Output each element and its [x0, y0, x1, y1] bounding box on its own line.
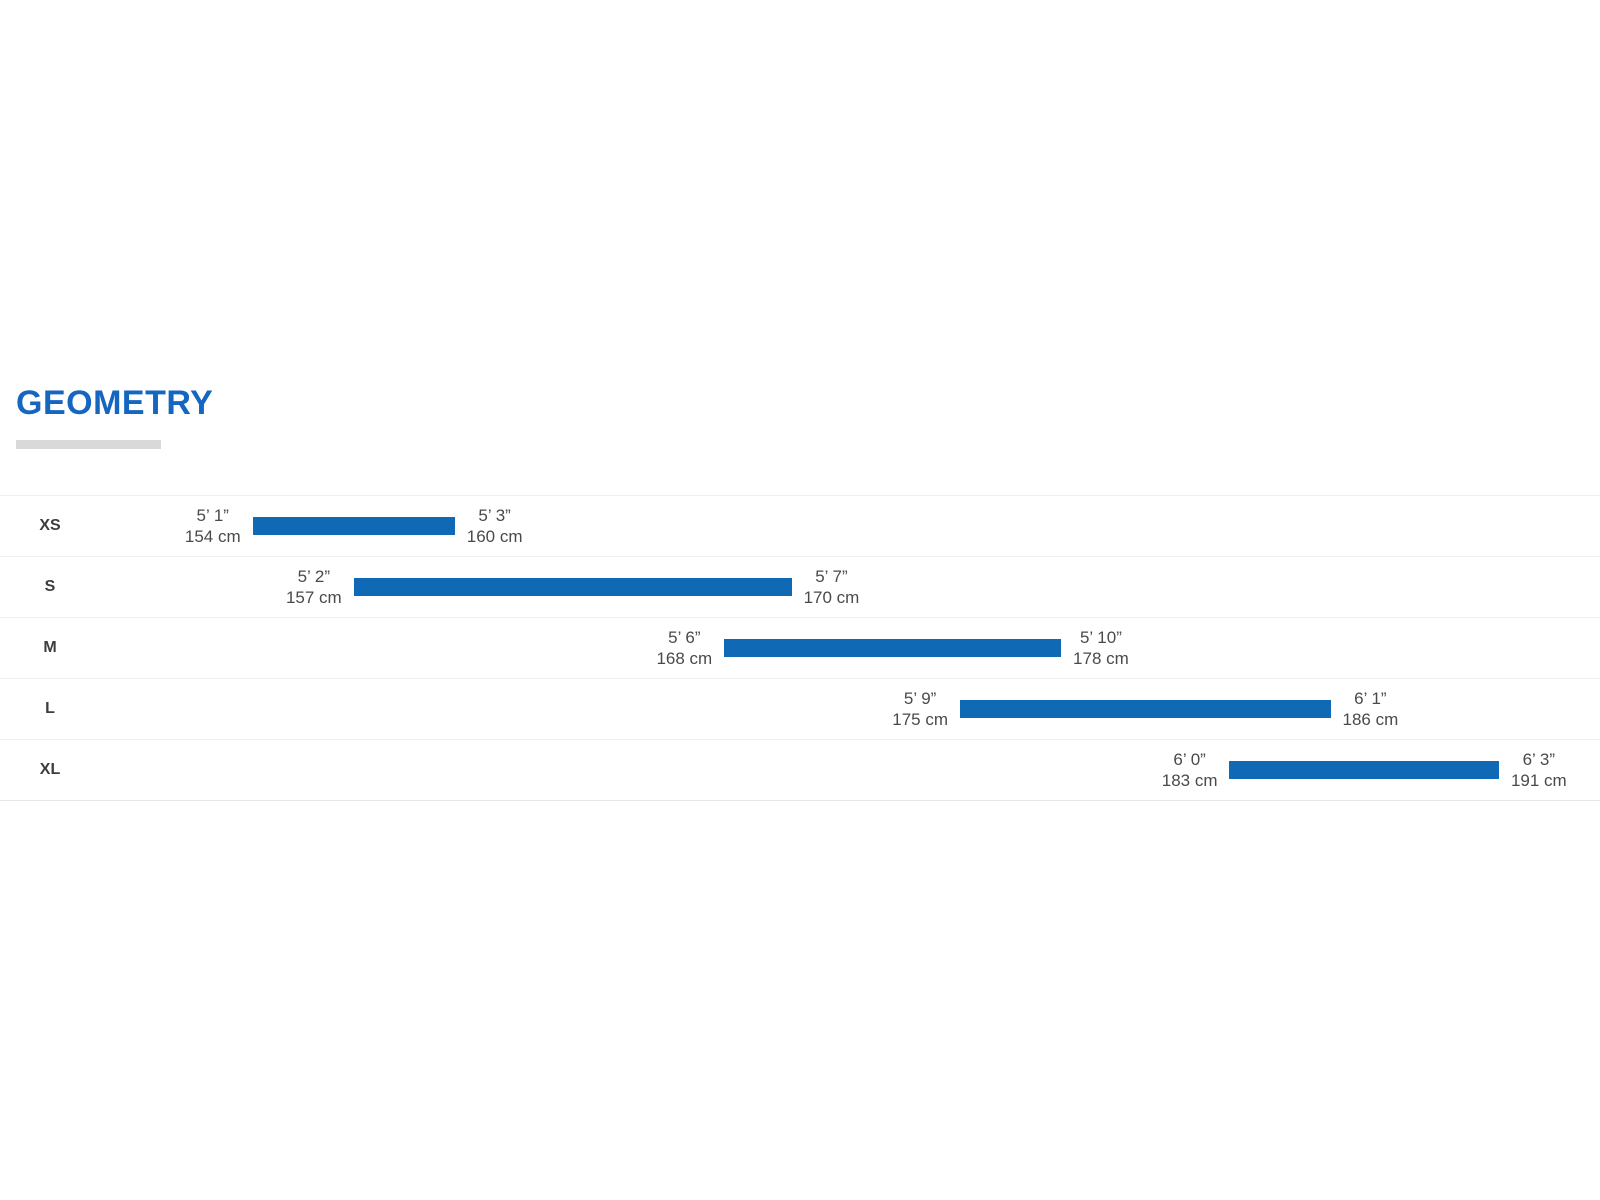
title-underline: [16, 440, 161, 449]
max-height-label: 5’ 7” 170 cm: [804, 566, 860, 608]
max-height-label: 6’ 1” 186 cm: [1343, 688, 1399, 730]
min-height-ftin: 5’ 9”: [903, 689, 937, 708]
max-height-ftin: 5’ 7”: [815, 567, 848, 586]
min-height-cm: 175 cm: [892, 710, 948, 729]
max-height-ftin: 5’ 3”: [478, 506, 511, 525]
max-height-cm: 170 cm: [803, 588, 860, 607]
min-height-cm: 183 cm: [1161, 771, 1218, 790]
size-row: M 5’ 6” 168 cm 5’ 10” 178 cm: [0, 617, 1600, 678]
size-label: XS: [39, 517, 61, 534]
size-label: XL: [39, 761, 61, 778]
min-height-ftin: 6’ 0”: [1173, 750, 1206, 769]
min-height-cm: 168 cm: [656, 649, 713, 668]
height-range-bar: [1229, 761, 1499, 779]
size-row: L 5’ 9” 175 cm 6’ 1” 186 cm: [0, 678, 1600, 739]
size-row: S 5’ 2” 157 cm 5’ 7” 170 cm: [0, 556, 1600, 617]
min-height-cm: 157 cm: [285, 588, 342, 607]
max-height-label: 5’ 10” 178 cm: [1073, 627, 1129, 669]
size-label: L: [45, 700, 55, 717]
max-height-cm: 186 cm: [1342, 710, 1399, 729]
min-height-ftin: 5’ 2”: [297, 567, 331, 586]
max-height-ftin: 6’ 1”: [1354, 689, 1387, 708]
height-range-bar: [724, 639, 1062, 657]
max-height-cm: 160 cm: [466, 527, 523, 546]
max-height-label: 6’ 3” 191 cm: [1511, 749, 1567, 791]
max-height-ftin: 5’ 10”: [1079, 628, 1122, 647]
size-label: M: [43, 639, 57, 656]
min-height-label: 5’ 9” 175 cm: [892, 688, 948, 730]
height-range-bar: [252, 517, 455, 535]
min-height-label: 6’ 0” 183 cm: [1162, 749, 1218, 791]
min-height-label: 5’ 2” 157 cm: [286, 566, 342, 608]
max-height-ftin: 6’ 3”: [1522, 750, 1556, 769]
min-height-ftin: 5’ 1”: [196, 506, 229, 525]
page-title: GEOMETRY: [16, 384, 214, 422]
max-height-cm: 178 cm: [1073, 649, 1129, 668]
size-row: XS 5’ 1” 154 cm 5’ 3” 160 cm: [0, 495, 1600, 556]
min-height-cm: 154 cm: [184, 527, 241, 546]
size-row: XL 6’ 0” 183 cm 6’ 3” 191 cm: [0, 739, 1600, 800]
max-height-label: 5’ 3” 160 cm: [467, 505, 523, 547]
height-range-bar: [960, 700, 1331, 718]
min-height-label: 5’ 1” 154 cm: [185, 505, 241, 547]
max-height-cm: 191 cm: [1510, 771, 1567, 790]
height-range-bar: [353, 578, 792, 596]
min-height-ftin: 5’ 6”: [668, 628, 701, 647]
size-label: S: [44, 578, 56, 595]
size-geometry-chart: XS 5’ 1” 154 cm 5’ 3” 160 cm S 5’ 2” 157…: [0, 495, 1600, 801]
min-height-label: 5’ 6” 168 cm: [656, 627, 712, 669]
